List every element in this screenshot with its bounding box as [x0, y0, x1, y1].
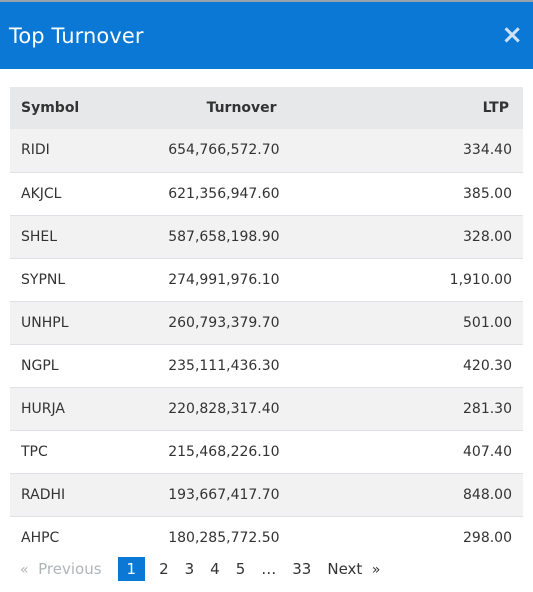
page-button-33[interactable]: 33 [292, 560, 312, 578]
table-row: SHEL 587,658,198.90 328.00 [10, 215, 523, 258]
table-row: AKJCL 621,356,947.60 385.00 [10, 172, 523, 215]
table-body: RIDI 654,766,572.70 334.40 AKJCL 621,356… [10, 129, 523, 559]
symbol-cell: HURJA [21, 400, 65, 417]
table-row: TPC 215,468,226.10 407.40 [10, 430, 523, 473]
page-button-1[interactable]: 1 [117, 557, 146, 581]
ltp-cell: 281.30 [463, 400, 512, 417]
turnover-cell: 220,828,317.40 [168, 400, 280, 417]
double-chevron-right-icon: » [371, 562, 381, 578]
ltp-cell: 1,910.00 [449, 271, 512, 288]
page-button-3[interactable]: 3 [184, 560, 195, 578]
modal-header: Top Turnover × [0, 2, 533, 69]
ltp-cell: 328.00 [463, 228, 512, 245]
turnover-cell: 654,766,572.70 [168, 142, 280, 159]
ltp-cell: 420.30 [463, 357, 512, 374]
turnover-cell: 235,111,436.30 [168, 357, 280, 374]
table-row: RADHI 193,667,417.70 848.00 [10, 473, 523, 516]
table-row: HURJA 220,828,317.40 281.30 [10, 387, 523, 430]
ltp-cell: 385.00 [463, 185, 512, 202]
turnover-table: Symbol Turnover LTP RIDI 654,766,572.70 … [10, 87, 523, 559]
table-row: SYPNL 274,991,976.10 1,910.00 [10, 258, 523, 301]
turnover-column-header[interactable]: Turnover [167, 87, 435, 129]
modal-title: Top Turnover [9, 23, 144, 48]
symbol-column-header[interactable]: Symbol [10, 87, 168, 129]
symbol-cell: SYPNL [21, 271, 66, 288]
ltp-cell: 334.40 [463, 142, 512, 159]
turnover-cell: 274,991,976.10 [168, 271, 280, 288]
turnover-cell: 215,468,226.10 [168, 443, 280, 460]
ltp-column-header[interactable]: LTP [434, 87, 523, 129]
table-header: Symbol Turnover LTP [10, 87, 523, 129]
ltp-cell: 298.00 [463, 529, 512, 546]
table-row: NGPL 235,111,436.30 420.30 [10, 344, 523, 387]
double-chevron-left-icon: « [20, 562, 29, 578]
symbol-cell: SHEL [21, 228, 58, 245]
symbol-cell: AKJCL [21, 185, 62, 202]
turnover-table-container: Symbol Turnover LTP RIDI 654,766,572.70 … [10, 87, 523, 559]
turnover-cell: 621,356,947.60 [168, 185, 280, 202]
next-label: Next [327, 560, 363, 578]
page-button-2[interactable]: 2 [159, 560, 169, 578]
symbol-cell: RIDI [21, 142, 50, 159]
symbol-cell: TPC [21, 443, 48, 460]
pagination: « Previous 1 2 3 4 5 … 33 Next » [12, 556, 388, 582]
ltp-cell: 501.00 [463, 314, 512, 331]
table-row: RIDI 654,766,572.70 334.40 [10, 129, 523, 172]
close-icon[interactable]: × [501, 19, 523, 50]
table-row: UNHPL 260,793,379.70 501.00 [10, 301, 523, 344]
turnover-cell: 587,658,198.90 [168, 228, 280, 245]
turnover-cell: 260,793,379.70 [168, 314, 280, 331]
turnover-cell: 193,667,417.70 [168, 486, 280, 503]
turnover-cell: 180,285,772.50 [168, 529, 280, 546]
next-page-button[interactable]: Next » [319, 557, 388, 581]
ltp-cell: 407.40 [463, 443, 512, 460]
previous-label: Previous [38, 560, 102, 578]
symbol-cell: RADHI [21, 486, 66, 503]
previous-page-button[interactable]: « Previous [12, 557, 110, 581]
symbol-cell: AHPC [21, 529, 60, 546]
page-button-4[interactable]: 4 [210, 560, 220, 578]
pagination-ellipsis: … [261, 560, 277, 578]
symbol-cell: NGPL [21, 357, 59, 374]
table-row: AHPC 180,285,772.50 298.00 [10, 516, 523, 559]
symbol-cell: UNHPL [21, 314, 69, 331]
header-row: Symbol Turnover LTP [10, 87, 523, 129]
page-button-5[interactable]: 5 [235, 560, 246, 578]
top-border [0, 0, 533, 2]
ltp-cell: 848.00 [463, 486, 512, 503]
